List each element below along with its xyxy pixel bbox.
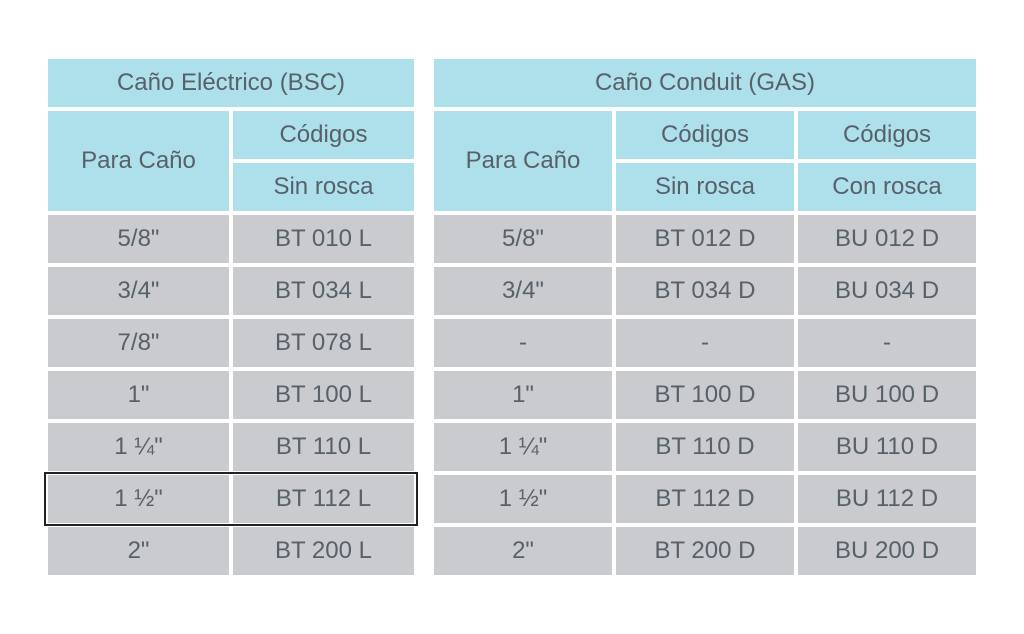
size-cell: 1 ½" [434,475,612,523]
table-row: 2"BT 200 DBU 200 D [434,527,976,575]
highlight-box [44,472,418,526]
code-cell: BT 010 L [233,215,414,263]
size-cell: 5/8" [434,215,612,263]
table-row: 3/4"BT 034 L [48,267,414,315]
size-cell: 2" [48,527,229,575]
size-cell: - [434,319,612,367]
code-cell: BT 034 L [233,267,414,315]
code-cell: BT 078 L [233,319,414,367]
table-row: 1 ¼"BT 110 DBU 110 D [434,423,976,471]
table-row: 3/4"BT 034 DBU 034 D [434,267,976,315]
size-cell: 1" [434,371,612,419]
size-cell: 1" [48,371,229,419]
bsc-title: Caño Eléctrico (BSC) [48,59,414,107]
con-cell: BU 100 D [798,371,976,419]
sin-cell: BT 034 D [616,267,794,315]
table-row: 5/8"BT 010 L [48,215,414,263]
size-cell: 7/8" [48,319,229,367]
size-cell: 3/4" [434,267,612,315]
code-cell: BT 110 L [233,423,414,471]
gas-body: 5/8"BT 012 DBU 012 D3/4"BT 034 DBU 034 D… [434,215,976,575]
sin-cell: BT 112 D [616,475,794,523]
sin-cell: BT 110 D [616,423,794,471]
table-row: --- [434,319,976,367]
con-cell: BU 200 D [798,527,976,575]
size-cell: 5/8" [48,215,229,263]
con-cell: BU 034 D [798,267,976,315]
sin-cell: BT 200 D [616,527,794,575]
code-cell: BT 100 L [233,371,414,419]
bsc-col-codes-top: Códigos [233,111,414,159]
con-cell: BU 012 D [798,215,976,263]
table-row: 1 ½"BT 112 DBU 112 D [434,475,976,523]
con-cell: BU 112 D [798,475,976,523]
bsc-col-codes-bottom: Sin rosca [233,163,414,211]
table-row: 5/8"BT 012 DBU 012 D [434,215,976,263]
tables-container: Caño Eléctrico (BSC) Para Caño Códigos S… [44,55,980,579]
sin-cell: - [616,319,794,367]
table-row: 1"BT 100 DBU 100 D [434,371,976,419]
size-cell: 3/4" [48,267,229,315]
con-cell: BU 110 D [798,423,976,471]
table-row: 2"BT 200 L [48,527,414,575]
size-cell: 2" [434,527,612,575]
size-cell: 1 ¼" [48,423,229,471]
table-gas: Caño Conduit (GAS) Para Caño Códigos Cód… [430,55,980,579]
gas-col-con-top: Códigos [798,111,976,159]
bsc-col-size: Para Caño [48,111,229,211]
table-row: 1 ¼"BT 110 L [48,423,414,471]
gas-col-con-bottom: Con rosca [798,163,976,211]
size-cell: 1 ¼" [434,423,612,471]
sin-cell: BT 012 D [616,215,794,263]
code-cell: BT 200 L [233,527,414,575]
gas-col-sin-top: Códigos [616,111,794,159]
table-row: 7/8"BT 078 L [48,319,414,367]
gas-col-size: Para Caño [434,111,612,211]
con-cell: - [798,319,976,367]
table-row: 1"BT 100 L [48,371,414,419]
sin-cell: BT 100 D [616,371,794,419]
gas-col-sin-bottom: Sin rosca [616,163,794,211]
gas-title: Caño Conduit (GAS) [434,59,976,107]
